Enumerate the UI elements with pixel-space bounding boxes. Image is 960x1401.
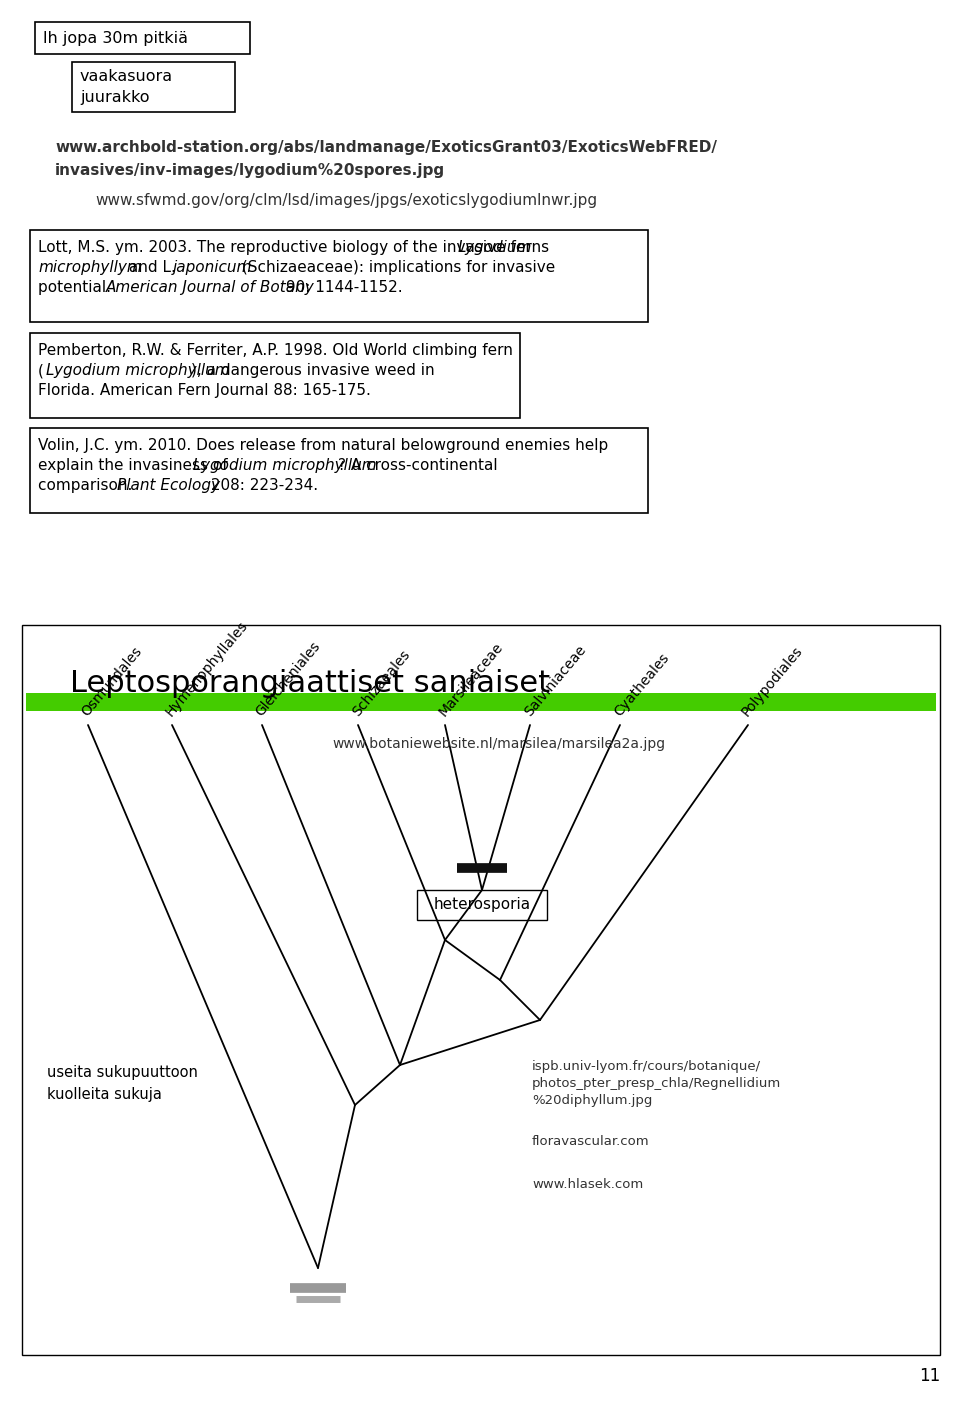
Text: Lygodium microphyllum: Lygodium microphyllum: [46, 363, 229, 378]
Text: American Journal of Botany: American Journal of Botany: [106, 280, 315, 296]
Text: www.archbold-station.org/abs/landmanage/ExoticsGrant03/ExoticsWebFRED/: www.archbold-station.org/abs/landmanage/…: [55, 140, 717, 156]
Text: lh jopa 30m pitkiä: lh jopa 30m pitkiä: [43, 31, 188, 45]
FancyBboxPatch shape: [22, 625, 940, 1355]
Text: Schizaeales: Schizaeales: [349, 647, 413, 719]
Text: heterosporia: heterosporia: [433, 898, 531, 912]
FancyBboxPatch shape: [417, 890, 547, 920]
FancyBboxPatch shape: [30, 427, 648, 513]
Text: photos_pter_presp_chla/Regnellidium: photos_pter_presp_chla/Regnellidium: [532, 1077, 781, 1090]
Text: (Schizaeaceae): implications for invasive: (Schizaeaceae): implications for invasiv…: [237, 261, 555, 275]
Text: japonicum: japonicum: [173, 261, 252, 275]
Text: microphyllym: microphyllym: [38, 261, 142, 275]
Text: Lygodium microphyllum: Lygodium microphyllum: [193, 458, 376, 474]
Text: Florida. American Fern Journal 88: 165-175.: Florida. American Fern Journal 88: 165-1…: [38, 382, 371, 398]
Text: Marsileaceae: Marsileaceae: [436, 640, 506, 719]
Text: explain the invasiness of: explain the invasiness of: [38, 458, 232, 474]
FancyBboxPatch shape: [30, 230, 648, 322]
Text: floravascular.com: floravascular.com: [532, 1135, 650, 1147]
Text: ), a dangerous invasive weed in: ), a dangerous invasive weed in: [191, 363, 435, 378]
Text: (: (: [38, 363, 44, 378]
FancyBboxPatch shape: [35, 22, 250, 55]
Text: www.botaniewebsite.nl/marsilea/marsilea2a.jpg: www.botaniewebsite.nl/marsilea/marsilea2…: [332, 737, 665, 751]
Text: Lott, M.S. ym. 2003. The reproductive biology of the invasive ferns: Lott, M.S. ym. 2003. The reproductive bi…: [38, 240, 554, 255]
Text: www.sfwmd.gov/org/clm/lsd/images/jpgs/exoticslygodiumlnwr.jpg: www.sfwmd.gov/org/clm/lsd/images/jpgs/ex…: [95, 193, 597, 207]
Text: Lygodium: Lygodium: [458, 240, 533, 255]
FancyBboxPatch shape: [72, 62, 235, 112]
Text: potential.: potential.: [38, 280, 116, 296]
Text: comparison.: comparison.: [38, 478, 137, 493]
Text: ? A cross-continental: ? A cross-continental: [338, 458, 497, 474]
Text: vaakasuora
juurakko: vaakasuora juurakko: [80, 69, 173, 105]
Text: Volin, J.C. ym. 2010. Does release from natural belowground enemies help: Volin, J.C. ym. 2010. Does release from …: [38, 439, 609, 453]
Text: Salviniaceae: Salviniaceae: [521, 643, 588, 719]
Text: %20diphyllum.jpg: %20diphyllum.jpg: [532, 1094, 653, 1107]
Text: and L.: and L.: [124, 261, 180, 275]
Text: Gleicheniales: Gleicheniales: [253, 639, 324, 719]
Text: kuolleita sukuja: kuolleita sukuja: [47, 1087, 162, 1103]
Text: Osmundales: Osmundales: [80, 644, 145, 719]
Text: invasives/inv-images/lygodium%20spores.jpg: invasives/inv-images/lygodium%20spores.j…: [55, 163, 445, 178]
Text: Hymenophyllales: Hymenophyllales: [163, 618, 251, 719]
Text: Plant Ecology: Plant Ecology: [117, 478, 220, 493]
Text: 208: 223-234.: 208: 223-234.: [206, 478, 318, 493]
Text: Leptosporangiaattiset saniaiset: Leptosporangiaattiset saniaiset: [70, 670, 550, 698]
Bar: [26, 693, 936, 710]
FancyBboxPatch shape: [30, 333, 520, 417]
Text: useita sukupuuttoon: useita sukupuuttoon: [47, 1065, 198, 1080]
Text: www.hlasek.com: www.hlasek.com: [532, 1178, 643, 1191]
Text: Polypodiales: Polypodiales: [739, 643, 805, 719]
Text: ispb.univ-lyom.fr/cours/botanique/: ispb.univ-lyom.fr/cours/botanique/: [532, 1061, 761, 1073]
Text: 90: 1144-1152.: 90: 1144-1152.: [281, 280, 402, 296]
Text: Cyatheales: Cyatheales: [612, 650, 672, 719]
Text: 11: 11: [919, 1367, 940, 1386]
Text: Pemberton, R.W. & Ferriter, A.P. 1998. Old World climbing fern: Pemberton, R.W. & Ferriter, A.P. 1998. O…: [38, 343, 513, 359]
